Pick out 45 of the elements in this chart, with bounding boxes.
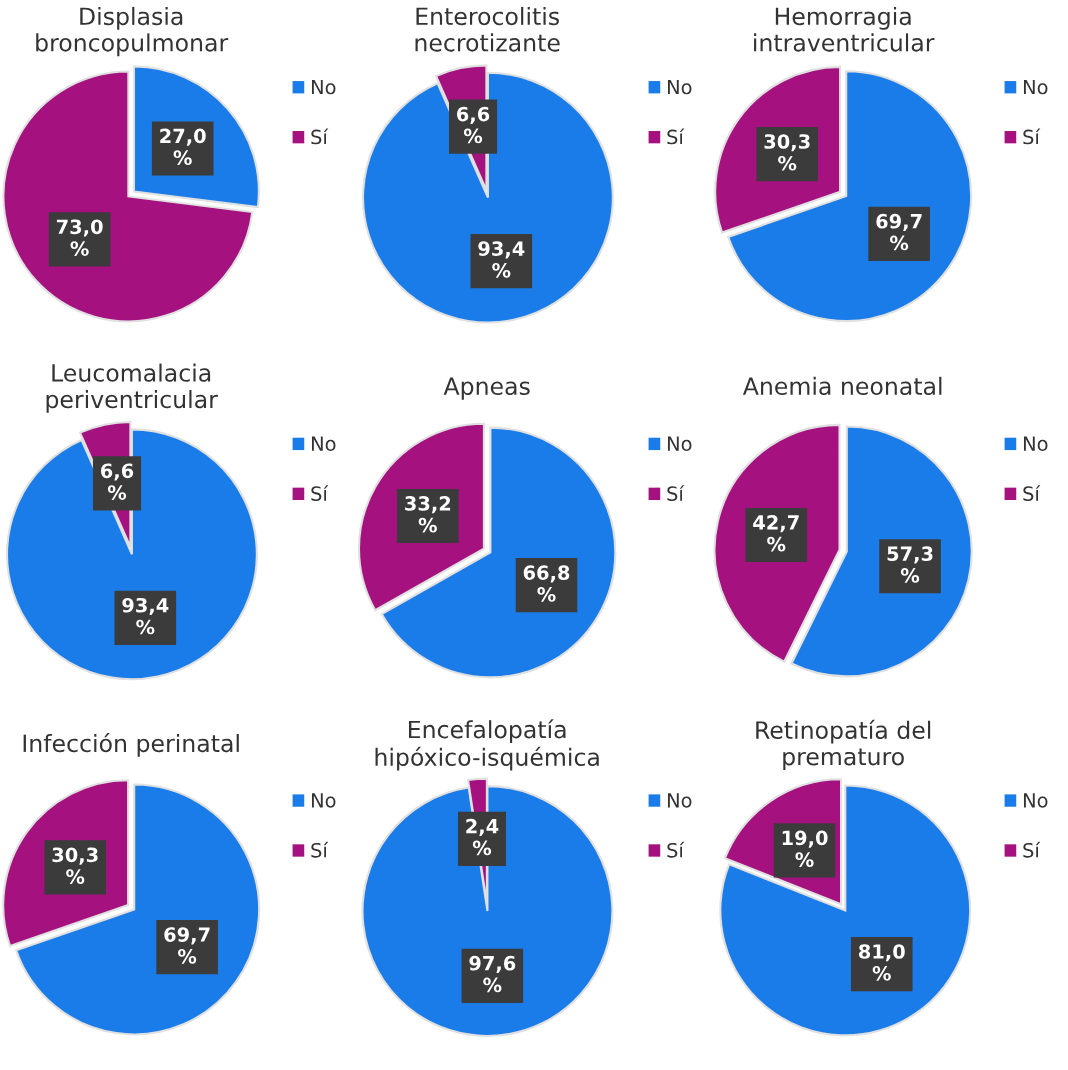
chart-title: Enterocolitis necrotizante bbox=[415, 6, 560, 52]
data-label: 30,3 % bbox=[764, 134, 810, 171]
data-label: 81,0 % bbox=[858, 944, 905, 981]
data-label: 69,7 % bbox=[164, 927, 210, 964]
legend-label: No bbox=[667, 79, 692, 95]
chart-title: Infección perinatal bbox=[23, 733, 239, 757]
data-label: 2,4 % bbox=[466, 818, 499, 856]
legend-label: No bbox=[1023, 436, 1048, 452]
legend-label: No bbox=[311, 793, 336, 808]
legend-label: Sí bbox=[667, 128, 685, 145]
legend-label: Sí bbox=[667, 841, 685, 858]
chart-title: Anemia neonatal bbox=[742, 376, 942, 396]
data-label: 42,7 % bbox=[753, 515, 799, 552]
legend-label: Sí bbox=[1023, 128, 1041, 145]
data-label: 66,8 % bbox=[523, 565, 570, 602]
legend-label: Sí bbox=[1023, 485, 1041, 501]
data-label: 6,6 % bbox=[101, 463, 134, 500]
data-label: 97,6 % bbox=[469, 955, 516, 993]
data-label: 6,6 % bbox=[457, 106, 490, 144]
data-label: 33,2 % bbox=[405, 496, 451, 533]
data-label: 30,3 % bbox=[52, 847, 98, 884]
chart-title: Hemorragia intraventricular bbox=[754, 6, 935, 52]
legend-label: No bbox=[1023, 79, 1048, 95]
legend-label: No bbox=[311, 79, 336, 95]
legend-label: Sí bbox=[667, 485, 685, 501]
chart-title: Encefalopatía hipóxico-isquémica bbox=[375, 719, 599, 771]
data-label: 73,0 % bbox=[56, 219, 103, 256]
chart-title: Displasia broncopulmonar bbox=[36, 6, 229, 57]
legend-label: Sí bbox=[311, 485, 329, 501]
legend-label: Sí bbox=[311, 128, 329, 145]
data-label: 93,4 % bbox=[122, 597, 169, 635]
legend-label: Sí bbox=[311, 841, 329, 858]
chart-title: Retinopatía del prematuro bbox=[756, 719, 931, 771]
legend-label: No bbox=[667, 436, 692, 452]
data-label: 57,3 % bbox=[887, 546, 933, 583]
chart-title: Leucomalacia periventricular bbox=[46, 363, 218, 413]
legend-label: No bbox=[311, 436, 336, 452]
data-label: 93,4 % bbox=[478, 241, 525, 278]
legend-label: Sí bbox=[1023, 841, 1041, 858]
data-label: 27,0 % bbox=[160, 128, 206, 166]
data-label: 19,0 % bbox=[782, 830, 828, 867]
legend-label: No bbox=[667, 793, 692, 808]
data-label: 69,7 % bbox=[876, 213, 922, 251]
legend-label: No bbox=[1023, 793, 1048, 808]
chart-title: Apneas bbox=[443, 377, 530, 400]
